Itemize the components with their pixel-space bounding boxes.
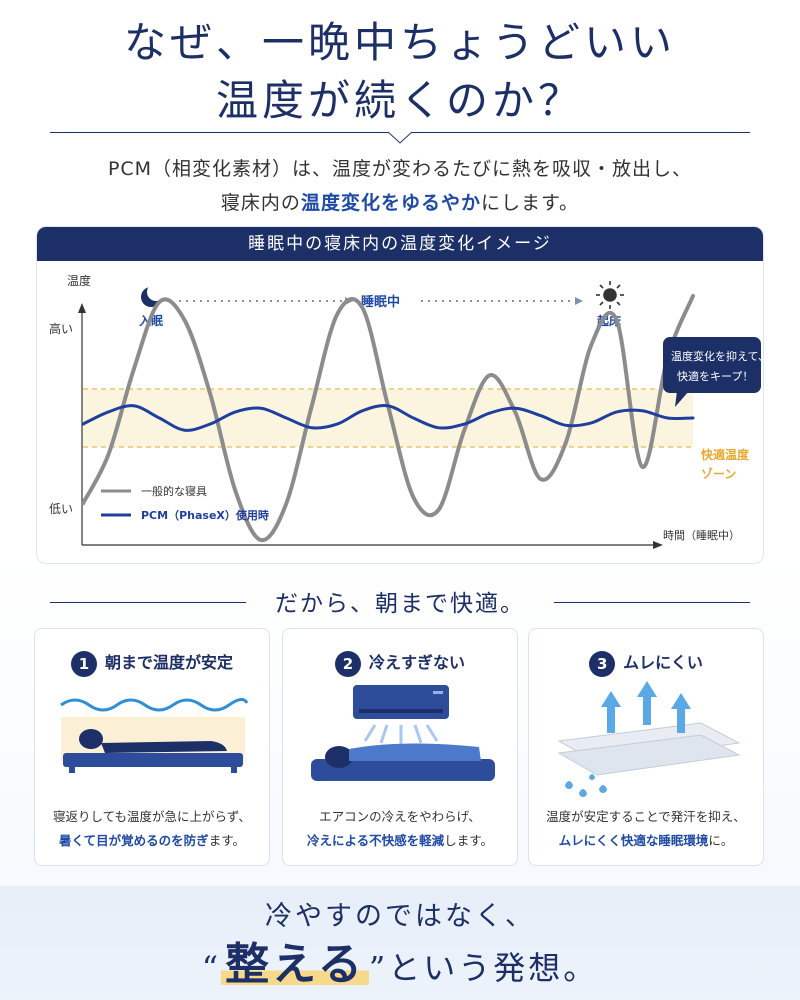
title-line-2: 温度が続くのか？ <box>215 76 584 125</box>
closing-line-2: “整える ”という発想。 <box>0 928 800 992</box>
chart-panel: 睡眠中の寝床内の温度変化イメージ 温度 高い 低い 時間（睡眠中） 入眠 睡眠中 <box>36 226 764 564</box>
card-2-number: 2 <box>334 650 361 677</box>
card-2-text-line-2: 冷えによる不快感を軽減します。 <box>283 829 517 853</box>
feature-card-3: 3 ムレにくい 温度が安定することで発汗を抑え、 ムレにくく快適な睡眠環境に。 <box>528 628 764 866</box>
sun-icon <box>596 281 624 309</box>
card-1-text-post: ます。 <box>208 833 245 848</box>
quote-open: “ <box>201 949 222 987</box>
y-axis-label: 温度 <box>67 273 91 288</box>
x-axis-arrow <box>653 541 663 549</box>
card-3-heading: 3 ムレにくい <box>529 649 763 677</box>
card-1-heading: 1 朝まで温度が安定 <box>35 649 269 677</box>
y-tick-high: 高い <box>49 321 73 336</box>
lead-line-2: 寝床内の温度変化をゆるやかにします。 <box>0 186 800 220</box>
card-2-text-post: します。 <box>444 833 493 848</box>
card-1-number: 1 <box>70 650 97 677</box>
card-3-text-line-2: ムレにくく快適な睡眠環境に。 <box>529 829 763 853</box>
card-1-text-line-1: 寝返りしても温度が急に上がらず、 <box>53 809 251 824</box>
chart-heading: 睡眠中の寝床内の温度変化イメージ <box>37 227 763 261</box>
section-divider-left <box>50 602 246 603</box>
card-3-text-post: に。 <box>708 833 734 848</box>
closing-line-2-post: という発想。 <box>388 949 599 987</box>
comfort-zone-label-1: 快適温度 <box>701 447 750 462</box>
air-conditioner-illustration <box>311 685 495 781</box>
lead-line-2-post: にします。 <box>480 192 580 214</box>
card-1-title: 朝まで温度が安定 <box>104 653 233 672</box>
temperature-chart: 温度 高い 低い 時間（睡眠中） 入眠 睡眠中 起床 温度変化を抑え <box>49 273 764 549</box>
card-2-text-line-1: エアコンの冷えをやわらげ、 <box>319 809 481 824</box>
series-line-pcm <box>81 404 695 432</box>
section-divider-right <box>554 602 750 603</box>
page-title: なぜ、一晩中ちょうどいい 温度が続くのか？ <box>0 14 800 130</box>
card-2-heading: 2 冷えすぎない <box>283 649 517 677</box>
card-1-text-line-2: 暑くて目が覚めるのを防ぎます。 <box>35 829 269 853</box>
legend-label-normal: 一般的な寝具 <box>141 484 207 498</box>
x-axis-label: 時間（睡眠中） <box>663 529 740 542</box>
divider-notch <box>388 131 412 144</box>
lead-line-1: PCM（相変化素材）は、温度が変わるたびに熱を吸収・放出し、 <box>107 158 693 180</box>
closing-keyword: 整える <box>221 939 369 990</box>
series-line-normal <box>81 294 695 543</box>
breathable-fabric-illustration <box>557 681 741 797</box>
card-2-title: 冷えすぎない <box>368 653 465 672</box>
card-3-title: ムレにくい <box>623 653 703 672</box>
card-1-highlight: 暑くて目が覚めるのを防ぎ <box>59 833 209 848</box>
moon-icon <box>141 283 165 307</box>
card-3-highlight: ムレにくく快適な睡眠環境 <box>558 833 709 848</box>
section-heading: だから、朝まで快適。 <box>275 591 525 617</box>
callout-bubble: 温度変化を抑えて、 快適をキープ！ <box>663 337 764 407</box>
card-3-text: 温度が安定することで発汗を抑え、 ムレにくく快適な睡眠環境に。 <box>529 805 763 853</box>
sleeping-label: 睡眠中 <box>361 294 400 310</box>
lead-line-2-pre: 寝床内の <box>220 192 301 214</box>
card-1-text: 寝返りしても温度が急に上がらず、 暑くて目が覚めるのを防ぎます。 <box>35 805 269 853</box>
card-2-highlight: 冷えによる不快感を軽減 <box>307 833 445 848</box>
feature-card-1: 1 朝まで温度が安定 寝返りしても温度が急に上がらず、 暑くて目が覚めるのを防ぎま… <box>34 628 270 866</box>
bottom-band <box>0 886 800 1000</box>
feature-card-2: 2 冷えすぎない エアコンの冷えをやわらげ、 冷えによる不快感を軽減します。 <box>282 628 518 866</box>
lead-text: PCM（相変化素材）は、温度が変わるたびに熱を吸収・放出し、 寝床内の温度変化を… <box>0 152 800 220</box>
legend-label-pcm: PCM（PhaseX）使用時 <box>141 508 269 522</box>
closing-line-1: 冷やすのではなく、 <box>265 901 535 932</box>
y-tick-low: 低い <box>49 502 73 516</box>
card-3-number: 3 <box>589 650 616 677</box>
card-3-text-line-1: 温度が安定することで発汗を抑え、 <box>546 809 746 824</box>
y-axis-arrow <box>78 303 86 313</box>
callout-line-1: 温度変化を抑えて、 <box>671 349 764 363</box>
callout-line-2: 快適をキープ！ <box>677 369 753 383</box>
quote-close: ” <box>368 949 389 987</box>
card-2-text: エアコンの冷えをやわらげ、 冷えによる不快感を軽減します。 <box>283 805 517 853</box>
title-line-1: なぜ、一晩中ちょうどいい <box>123 18 676 67</box>
lead-highlight: 温度変化をゆるやか <box>300 192 481 214</box>
comfort-zone-label-2: ゾーン <box>701 466 736 481</box>
sleeping-person-illustration <box>60 698 249 773</box>
timeline-arrow-right <box>575 297 583 305</box>
